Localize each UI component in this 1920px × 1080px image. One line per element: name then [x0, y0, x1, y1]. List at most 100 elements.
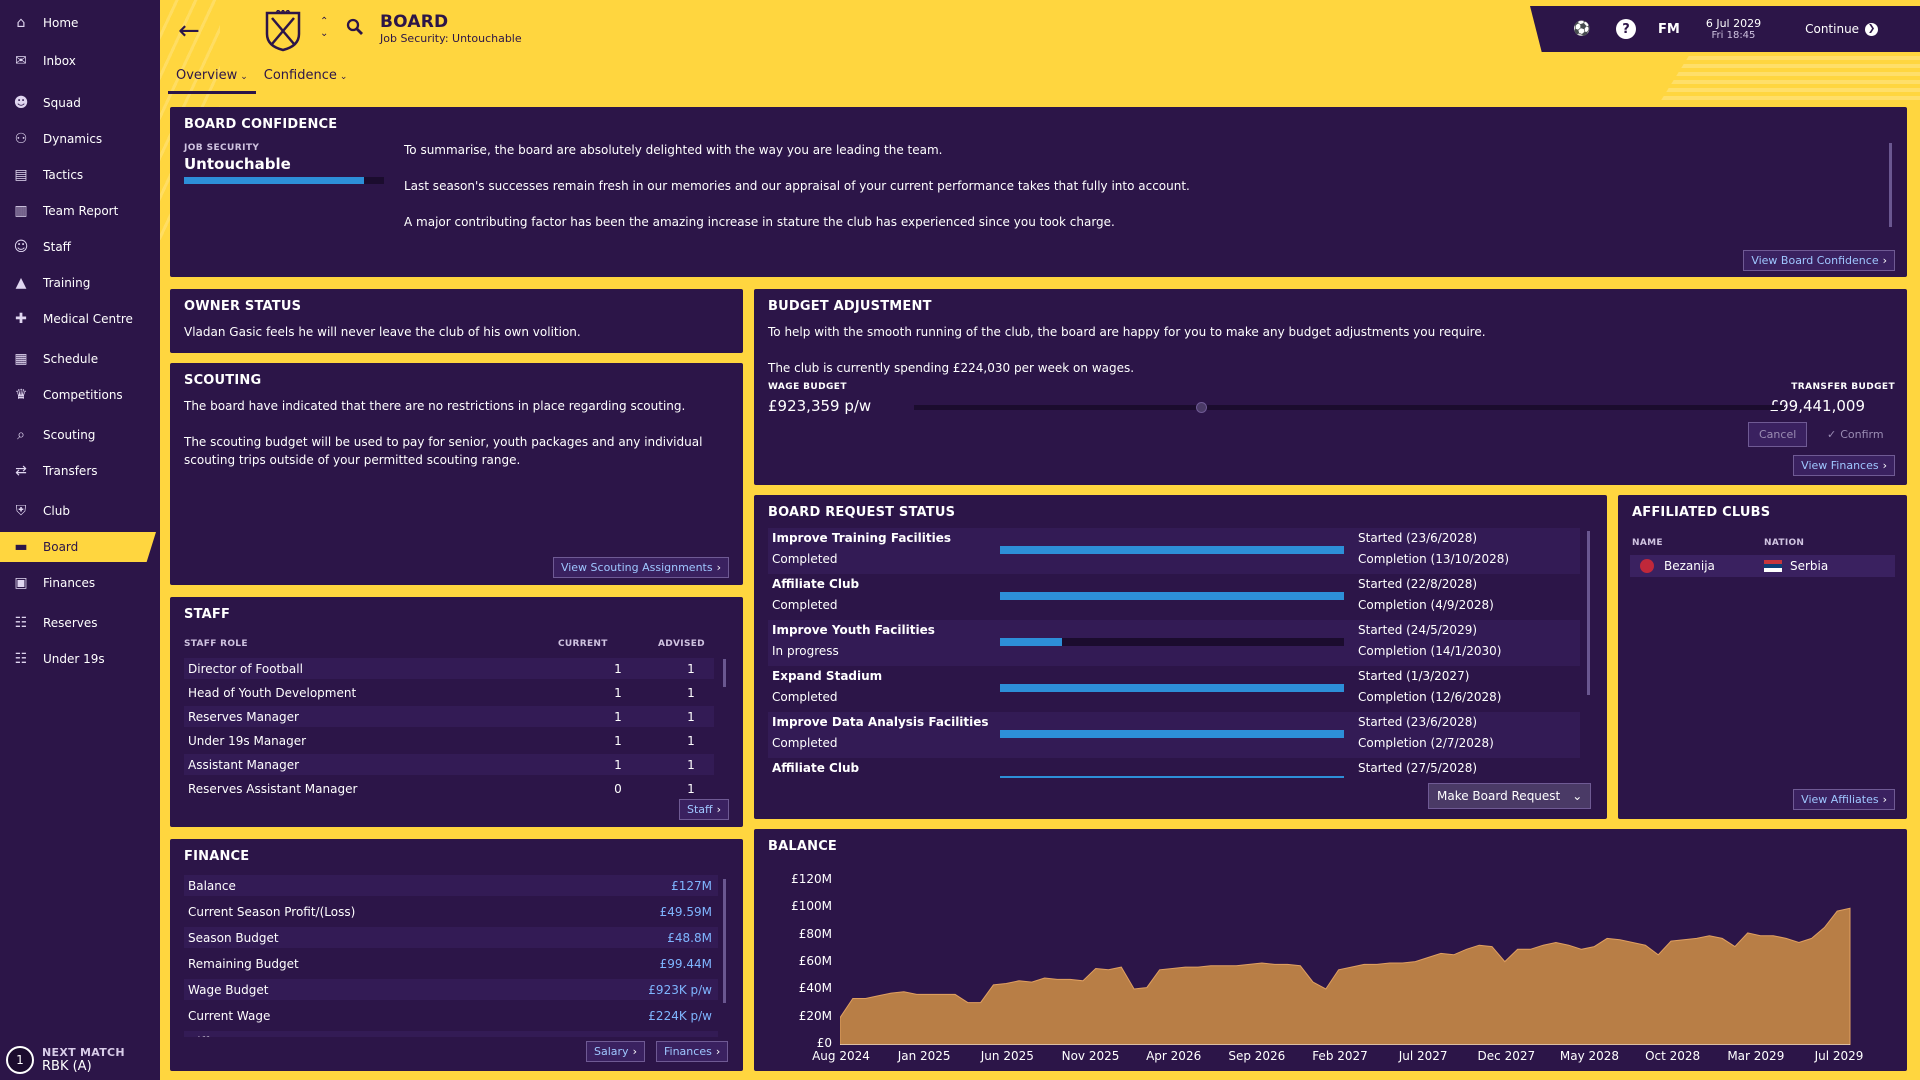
view-finances-button[interactable]: View Finances › [1793, 455, 1895, 476]
table-row[interactable]: Head of Youth Development 1 1 [184, 682, 714, 703]
confirm-button[interactable]: ✓ Confirm [1816, 422, 1895, 447]
staff-advised: 1 [687, 709, 695, 724]
sidebar-item-competitions[interactable]: ♛ Competitions [0, 380, 160, 410]
view-scouting-assignments-button[interactable]: View Scouting Assignments › [552, 557, 729, 578]
request-status: Completed [772, 552, 838, 566]
continue-button[interactable]: Continue ❯ [1805, 22, 1879, 36]
tab-confidence[interactable]: Confidence ⌄ [256, 68, 356, 94]
tab-overview[interactable]: Overview ⌄ [168, 68, 256, 94]
request-progress-bar [1000, 592, 1344, 600]
finance-label: Balance [188, 878, 236, 893]
balance-chart [840, 907, 1851, 1045]
sidebar-item-scouting[interactable]: ⌕ Scouting [0, 420, 160, 450]
y-tick-label: £60M [798, 954, 832, 968]
sidebar-item-training[interactable]: ▲ Training [0, 268, 160, 298]
salary-button[interactable]: Salary › [586, 1041, 645, 1062]
make-board-request-button[interactable]: Make Board Request ⌄ [1428, 783, 1592, 809]
sidebar-item-inbox[interactable]: ✉ Inbox [0, 46, 160, 76]
table-row[interactable]: Remaining Budget £99.44M [184, 953, 718, 974]
list-item[interactable]: Improve Youth Facilities In progress Start… [768, 620, 1580, 666]
finance-value: £99.44M [659, 956, 712, 971]
next-match-label: NEXT MATCH [42, 1046, 125, 1059]
staff-button[interactable]: Staff › [678, 799, 729, 820]
finance-panel: FINANCE Balance £127M Current Season Profi… [170, 839, 743, 1071]
table-row[interactable]: Current Season Profit/(Loss) £49.59M [184, 901, 718, 922]
table-row[interactable]: Reserves Assistant Manager 0 1 [184, 778, 714, 799]
sidebar-item-club[interactable]: ⛨ Club [0, 496, 160, 526]
help-icon[interactable]: ? [1614, 17, 1638, 41]
list-item[interactable]: Expand Stadium Completed Started (1/3/2027… [768, 666, 1580, 712]
sidebar-item-schedule[interactable]: ▦ Schedule [0, 344, 160, 374]
table-row[interactable]: Assistant Manager 1 1 [184, 754, 714, 775]
sidebar-item-medical-centre[interactable]: ✚ Medical Centre [0, 304, 160, 334]
view-board-confidence-button[interactable]: View Board Confidence › [1743, 250, 1895, 271]
budget-slider-handle[interactable] [1196, 402, 1208, 413]
table-row[interactable]: Director of Football 1 1 [184, 658, 714, 679]
table-row[interactable]: Wage Budget £923K p/w [184, 979, 718, 1000]
table-row[interactable]: Season Budget £48.8M [184, 927, 718, 948]
sidebar-item-team-report[interactable]: ▥ Team Report [0, 196, 160, 226]
budget-text-2: The club is currently spending £224,030 … [768, 361, 1135, 375]
sidebar-item-home[interactable]: ⌂ Home [0, 8, 160, 38]
sidebar-item-transfers[interactable]: ⇄ Transfers [0, 456, 160, 486]
scrollbar[interactable] [1587, 531, 1590, 695]
finances-button[interactable]: Finances › [656, 1041, 729, 1062]
table-row[interactable]: Current Wage £224K p/w [184, 1005, 718, 1026]
chevron-right-icon: › [1882, 459, 1887, 472]
list-item[interactable]: Affiliate Club Completed Started (22/8/202… [768, 574, 1580, 620]
view-affiliates-button[interactable]: View Affiliates › [1793, 789, 1895, 810]
budget-slider-track[interactable] [914, 402, 1784, 413]
sidebar-item-staff[interactable]: ☺ Staff [0, 232, 160, 262]
x-tick-label: Sep 2026 [1228, 1049, 1286, 1063]
finance-label: Diff [184, 1035, 648, 1038]
fm-menu-button[interactable]: FM [1658, 21, 1680, 37]
world-icon[interactable]: ⚽ [1573, 21, 1591, 37]
affiliated-clubs-panel: AFFILIATED CLUBS NAME NATION Bezanija Se… [1618, 495, 1907, 819]
list-item[interactable]: Affiliate Club Started (27/5/2028) [768, 758, 1580, 778]
chevron-right-icon: › [1882, 254, 1887, 267]
request-progress-fill [1000, 592, 1344, 600]
scrollbar[interactable] [1889, 143, 1892, 227]
scouting-text-2: The scouting budget will be used to pay … [184, 435, 703, 467]
sidebar-item-tactics[interactable]: ▤ Tactics [0, 160, 160, 190]
button-label: Make Board Request [1437, 789, 1561, 803]
panel-title: BALANCE [768, 839, 838, 854]
chevron-down-icon: ⌄ [339, 72, 348, 82]
continue-label: Continue [1805, 22, 1860, 36]
sidebar-item-dynamics[interactable]: ⚇ Dynamics [0, 124, 160, 154]
list-item[interactable]: Improve Training Facilities Completed Star… [768, 528, 1580, 574]
panel-title: FINANCE [184, 849, 250, 864]
table-row[interactable]: Reserves Manager 1 1 [184, 706, 714, 727]
header: ← ⌃ ⌄ BOARD Job Security: Untouchable Ove… [160, 0, 1920, 100]
table-row[interactable]: Under 19s Manager 1 1 [184, 730, 714, 751]
sidebar-item-under-19s[interactable]: ☷ Under 19s [0, 644, 160, 674]
scrollbar[interactable] [723, 879, 726, 1003]
sidebar-item-finances[interactable]: ▣ Finances [0, 568, 160, 598]
sidebar-item-board[interactable]: ▬ Board [0, 532, 156, 562]
club-badge-icon [1640, 559, 1654, 573]
finance-label: Remaining Budget [188, 956, 299, 971]
training-icon: ▲ [15, 275, 27, 291]
staff-role: Head of Youth Development [188, 685, 357, 700]
table-row[interactable]: Balance £127M [184, 875, 718, 896]
back-arrow-icon[interactable]: ← [178, 16, 200, 46]
list-item[interactable]: Improve Data Analysis Facilities Complete… [768, 712, 1580, 758]
next-match[interactable]: 1 NEXT MATCH RBK (A) [6, 1046, 125, 1074]
board-icon: ▬ [14, 539, 28, 555]
panel-title: BOARD CONFIDENCE [184, 117, 338, 132]
scrollbar[interactable] [723, 659, 726, 687]
request-progress-bar [1000, 546, 1344, 554]
transfer-budget-label: TRANSFER BUDGET [1791, 382, 1895, 392]
switch-club-arrows-icon[interactable]: ⌃ ⌄ [320, 16, 329, 39]
cancel-button[interactable]: Cancel [1748, 422, 1808, 447]
search-icon[interactable] [346, 18, 364, 36]
affiliate-row[interactable]: Bezanija Serbia [1630, 555, 1895, 577]
request-progress-bar [1000, 684, 1344, 692]
sidebar: ⌂ Home ✉ Inbox ☻ Squad ⚇ Dynamics ▤ Tactics ▥ Team … [0, 0, 160, 1080]
tab-overview-label: Overview [176, 68, 238, 83]
sidebar-item-squad[interactable]: ☻ Squad [0, 88, 160, 118]
sidebar-item-reserves[interactable]: ☷ Reserves [0, 608, 160, 638]
request-progress-fill [1000, 730, 1344, 738]
club-crest-icon [265, 10, 301, 52]
table-row[interactable]: Diff£699K p/w [184, 1031, 718, 1037]
